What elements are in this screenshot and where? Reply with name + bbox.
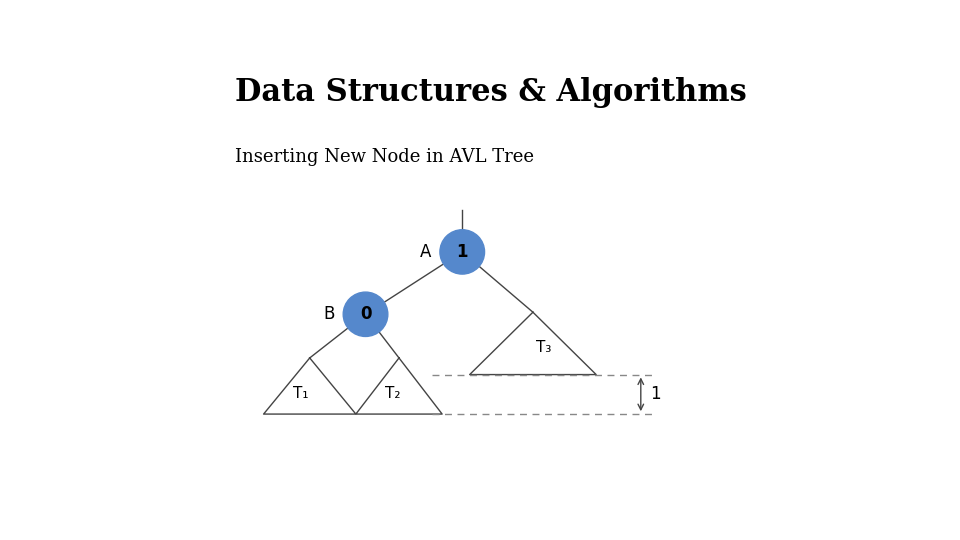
Text: A: A <box>420 243 431 261</box>
Ellipse shape <box>440 230 485 274</box>
Ellipse shape <box>344 292 388 336</box>
Text: Data Structures & Algorithms: Data Structures & Algorithms <box>235 77 747 109</box>
Text: 1: 1 <box>457 243 468 261</box>
Text: B: B <box>323 305 334 323</box>
Text: 1: 1 <box>650 386 660 403</box>
Text: T₁: T₁ <box>293 386 308 401</box>
Text: T₃: T₃ <box>537 340 552 355</box>
Text: Inserting New Node in AVL Tree: Inserting New Node in AVL Tree <box>235 148 535 166</box>
Text: T₂: T₂ <box>385 386 400 401</box>
Text: 0: 0 <box>360 305 372 323</box>
